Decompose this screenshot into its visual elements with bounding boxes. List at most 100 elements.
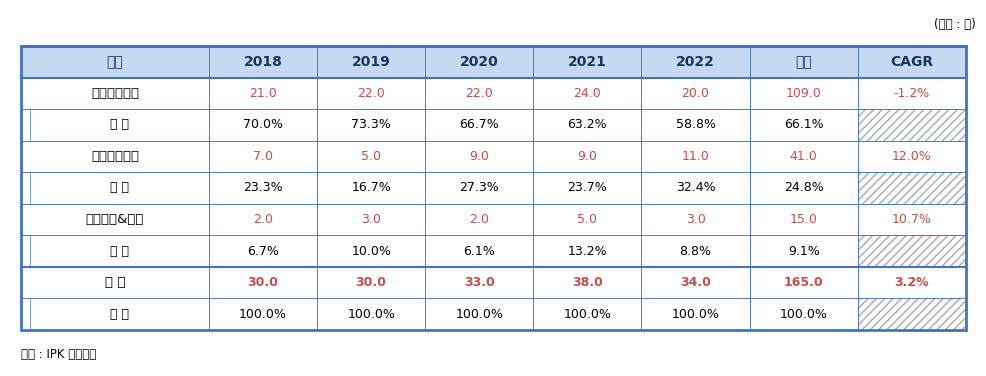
Bar	[857, 109, 965, 141]
Text: 100.0%: 100.0%	[779, 308, 827, 321]
Bar	[209, 172, 317, 204]
Text: 비 중: 비 중	[109, 182, 129, 194]
Text: 3.0: 3.0	[361, 213, 381, 226]
Text: 100.0%: 100.0%	[239, 308, 287, 321]
Bar	[532, 46, 641, 78]
Text: 합계: 합계	[795, 55, 811, 69]
Bar	[317, 172, 425, 204]
Text: 109.0: 109.0	[785, 87, 820, 100]
Bar	[532, 109, 641, 141]
Bar	[641, 298, 749, 330]
Text: 5.0: 5.0	[577, 213, 597, 226]
Bar	[317, 235, 425, 267]
Bar	[30, 109, 209, 141]
Text: 66.7%: 66.7%	[458, 118, 499, 132]
Text: 100.0%: 100.0%	[347, 308, 394, 321]
Text: 비 중: 비 중	[109, 244, 129, 258]
Bar	[532, 141, 641, 172]
Bar	[641, 267, 749, 298]
Bar	[317, 46, 425, 78]
Text: 23.7%: 23.7%	[567, 182, 606, 194]
Bar	[749, 172, 857, 204]
Bar	[749, 235, 857, 267]
Text: 10.7%: 10.7%	[891, 213, 931, 226]
Text: 38.0: 38.0	[572, 276, 602, 289]
Text: 63.2%: 63.2%	[567, 118, 606, 132]
Bar	[857, 46, 965, 78]
Text: 30.0: 30.0	[355, 276, 387, 289]
Bar	[209, 141, 317, 172]
Text: CAGR: CAGR	[889, 55, 933, 69]
Bar	[30, 235, 209, 267]
Text: 7.0: 7.0	[252, 150, 273, 163]
Bar	[209, 267, 317, 298]
Bar	[749, 204, 857, 235]
Text: 100.0%: 100.0%	[563, 308, 610, 321]
Text: 20.0: 20.0	[681, 87, 709, 100]
Bar	[532, 298, 641, 330]
Bar	[749, 46, 857, 78]
Bar	[532, 78, 641, 109]
Bar	[425, 267, 532, 298]
Text: 2020: 2020	[459, 55, 498, 69]
Text: 비 중: 비 중	[109, 308, 129, 321]
Text: 27.3%: 27.3%	[458, 182, 499, 194]
Bar	[641, 78, 749, 109]
Bar	[425, 298, 532, 330]
Text: 2.0: 2.0	[252, 213, 273, 226]
Bar	[857, 235, 965, 267]
Bar	[857, 172, 965, 204]
Text: 22.0: 22.0	[357, 87, 385, 100]
Text: 6.1%: 6.1%	[462, 244, 495, 258]
Bar	[21, 46, 965, 330]
Bar	[749, 109, 857, 141]
Text: 3.2%: 3.2%	[893, 276, 928, 289]
Bar	[425, 141, 532, 172]
Bar	[21, 141, 209, 172]
Text: 22.0: 22.0	[465, 87, 493, 100]
Text: 41.0: 41.0	[789, 150, 816, 163]
Bar	[641, 235, 749, 267]
Bar	[857, 204, 965, 235]
Bar	[425, 235, 532, 267]
Text: 9.0: 9.0	[469, 150, 489, 163]
Text: 2022: 2022	[675, 55, 714, 69]
Text: 33.0: 33.0	[463, 276, 494, 289]
Bar	[21, 298, 30, 330]
Text: 2019: 2019	[351, 55, 390, 69]
Text: 100.0%: 100.0%	[455, 308, 503, 321]
Text: -1.2%: -1.2%	[893, 87, 929, 100]
Bar	[425, 109, 532, 141]
Text: 비 중: 비 중	[109, 118, 129, 132]
Text: 58.8%: 58.8%	[674, 118, 715, 132]
Text: 16.7%: 16.7%	[351, 182, 390, 194]
Bar	[209, 109, 317, 141]
Text: 13.2%: 13.2%	[567, 244, 606, 258]
Bar	[30, 298, 209, 330]
Bar	[317, 298, 425, 330]
Bar	[21, 46, 209, 78]
Text: 100.0%: 100.0%	[670, 308, 719, 321]
Bar	[317, 267, 425, 298]
Text: 3.0: 3.0	[685, 213, 705, 226]
Text: 6.7%: 6.7%	[246, 244, 279, 258]
Bar	[532, 204, 641, 235]
Text: 10.0%: 10.0%	[351, 244, 390, 258]
Bar	[749, 141, 857, 172]
Text: 34.0: 34.0	[679, 276, 710, 289]
Text: 12.0%: 12.0%	[891, 150, 931, 163]
Bar	[21, 235, 30, 267]
Bar	[749, 267, 857, 298]
Bar	[209, 46, 317, 78]
Bar	[749, 298, 857, 330]
Bar	[857, 267, 965, 298]
Text: 9.0: 9.0	[577, 150, 597, 163]
Text: 자료 : IPK 내부자료: 자료 : IPK 내부자료	[21, 349, 97, 361]
Bar	[425, 46, 532, 78]
Bar	[532, 172, 641, 204]
Bar	[317, 141, 425, 172]
Bar	[857, 141, 965, 172]
Text: 165.0: 165.0	[783, 276, 822, 289]
Bar	[857, 78, 965, 109]
Bar	[209, 298, 317, 330]
